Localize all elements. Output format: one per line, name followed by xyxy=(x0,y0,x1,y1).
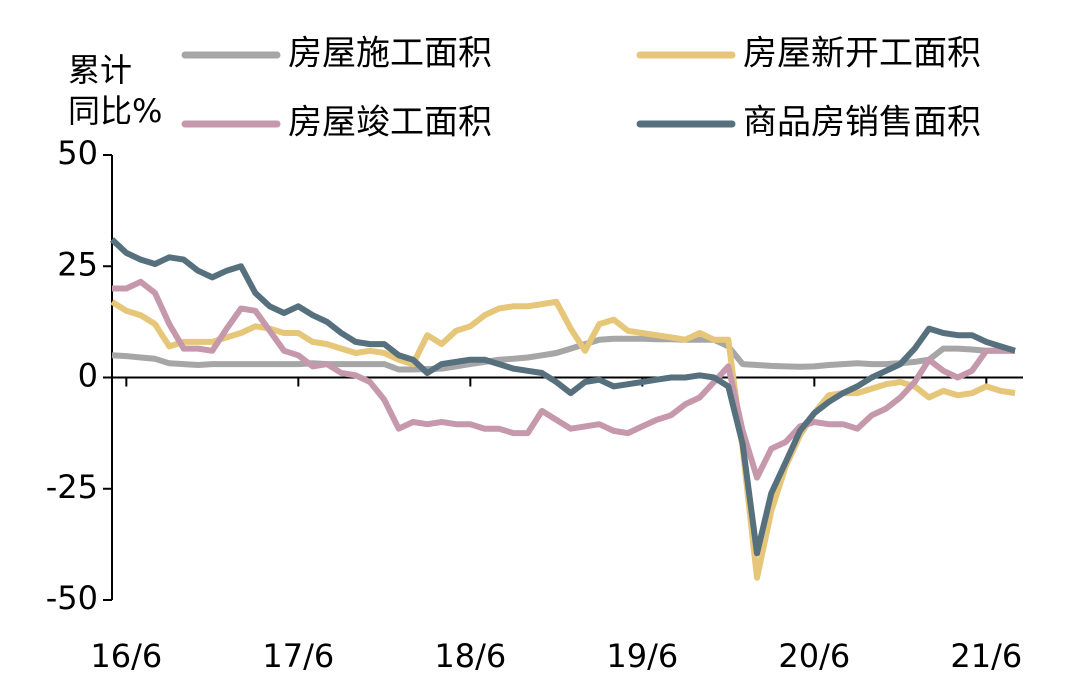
y-tick-label: 50 xyxy=(57,134,98,172)
series-line xyxy=(111,335,1015,373)
y-label: 同比% xyxy=(68,92,162,130)
y-tick-label: 25 xyxy=(57,245,98,283)
x-tick-label: 20/6 xyxy=(778,637,850,675)
y-tick-label: 0 xyxy=(78,357,98,395)
y-tick-label: -25 xyxy=(46,468,98,506)
series-line xyxy=(110,298,1016,581)
legend-label: 房屋竣工面积 xyxy=(288,103,492,143)
legend-label: 房屋新开工面积 xyxy=(743,34,981,74)
y-tick-label: -50 xyxy=(46,579,98,617)
series-line xyxy=(109,237,1016,557)
legend-label: 房屋施工面积 xyxy=(288,34,492,74)
y-label: 累计 xyxy=(68,51,132,89)
series-line xyxy=(112,278,1015,481)
x-tick-label: 21/6 xyxy=(950,637,1022,675)
legend-label: 商品房销售面积 xyxy=(743,103,981,143)
x-tick-label: 17/6 xyxy=(262,637,334,675)
x-tick-label: 19/6 xyxy=(606,637,678,675)
x-tick-label: 16/6 xyxy=(90,637,162,675)
x-tick-label: 18/6 xyxy=(434,637,506,675)
